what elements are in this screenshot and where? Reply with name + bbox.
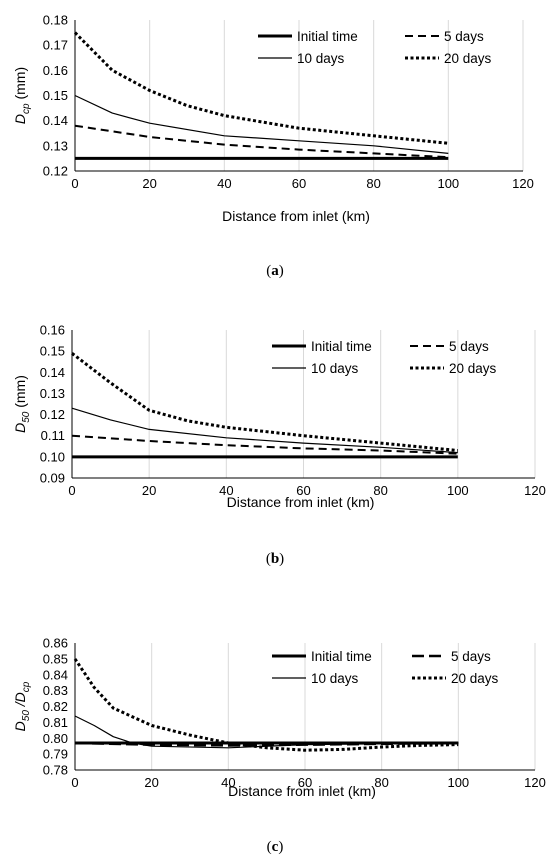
legend-label: 20 days <box>451 671 499 686</box>
legend-label: 20 days <box>444 51 492 66</box>
y-tick-label: 0.17 <box>43 38 68 53</box>
series-line-10-days <box>74 715 459 749</box>
y-tick-label: 0.10 <box>40 449 65 464</box>
x-axis-label: Distance from inlet (km) <box>227 494 375 510</box>
chart-c: 0 20 40 60 80 100 1200.780.790.800.810.820.830… <box>12 636 546 856</box>
y-axis-label: D50 (mm) <box>12 375 32 433</box>
series-line-20-days <box>73 658 459 752</box>
x-tick-label: 60 <box>296 483 310 498</box>
x-tick-label: 80 <box>374 775 388 790</box>
y-tick-label: 0.18 <box>43 13 68 28</box>
series-line-5-days <box>71 434 458 455</box>
y-tick-label: 0.78 <box>43 763 68 778</box>
x-tick-label: 100 <box>447 483 469 498</box>
panel-caption: (a) <box>266 263 284 279</box>
series-line-20-days <box>71 352 458 452</box>
x-tick-label: 120 <box>524 483 546 498</box>
x-tick-label: 40 <box>221 775 235 790</box>
series-line-20-days <box>73 31 449 145</box>
y-axis-label: D50 /Dcp <box>12 681 32 731</box>
legend-label: Initial time <box>311 649 372 664</box>
y-tick-label: 0.83 <box>43 683 68 698</box>
legend-label: Initial time <box>297 29 358 44</box>
chart-b: 0 20 40 60 80 100 120 0.09 0.10 0.11 0.12 0.13 0.14 0… <box>12 323 546 568</box>
series-line-5-days <box>74 741 459 747</box>
legend-label: 10 days <box>311 671 359 686</box>
x-tick-label: 20 <box>142 176 156 191</box>
y-tick-label: 0.15 <box>40 344 65 359</box>
legend-label: 5 days <box>451 649 491 664</box>
x-axis-label: Distance from inlet (km) <box>228 783 376 799</box>
x-tick-label: 0 <box>71 176 78 191</box>
y-tick-label: 0.16 <box>40 323 65 338</box>
x-tick-label: 20 <box>144 775 158 790</box>
x-tick-label: 0 <box>68 483 75 498</box>
legend-label: 10 days <box>311 361 359 376</box>
y-tick-label: 0.16 <box>43 63 68 78</box>
y-tick-label: 0.09 <box>40 471 65 486</box>
x-tick-label: 80 <box>366 176 380 191</box>
x-tick-label: 60 <box>292 176 306 191</box>
y-axis-label: Dcp (mm) <box>12 67 32 124</box>
x-tick-label: 0 <box>71 775 78 790</box>
y-tick-label: 0.12 <box>43 164 68 179</box>
panel-caption: (b) <box>266 551 284 567</box>
y-tick-label: 0.14 <box>43 113 68 128</box>
x-tick-label: 60 <box>298 775 312 790</box>
y-tick-label: 0.11 <box>41 428 65 443</box>
x-tick-label: 100 <box>437 176 459 191</box>
y-tick-label: 0.80 <box>43 731 68 746</box>
y-tick-label: 0.86 <box>43 636 68 651</box>
panel-caption: (c) <box>267 839 284 855</box>
y-tick-label: 0.13 <box>43 138 68 153</box>
y-tick-label: 0.81 <box>43 715 68 730</box>
x-tick-label: 40 <box>217 176 231 191</box>
legend-label: 5 days <box>444 29 484 44</box>
y-tick-label: 0.15 <box>43 88 68 103</box>
series-line-10-days <box>74 94 449 154</box>
y-tick-label: 0.84 <box>43 667 68 682</box>
x-tick-label: 80 <box>373 483 387 498</box>
legend-label: 5 days <box>449 339 489 354</box>
legend-label: Initial time <box>311 339 372 354</box>
x-tick-label: 40 <box>219 483 233 498</box>
legend-label: 10 days <box>297 51 345 66</box>
x-axis-label: Distance from inlet (km) <box>222 208 370 224</box>
y-tick-label: 0.13 <box>40 386 65 401</box>
chart-a: 0 20 40 60 80 100 120 0.12 0.13 0.14 0.15 0.16 0.17 0… <box>12 13 534 280</box>
series-line-10-days <box>71 407 458 454</box>
y-tick-label: 0.14 <box>40 365 65 380</box>
legend-label: 20 days <box>449 361 497 376</box>
x-tick-label: 120 <box>524 775 546 790</box>
x-tick-label: 20 <box>142 483 156 498</box>
series-line-5-days <box>74 124 449 159</box>
y-tick-label: 0.85 <box>43 651 68 666</box>
y-tick-label: 0.79 <box>43 747 68 762</box>
x-tick-label: 120 <box>512 176 534 191</box>
y-tick-label: 0.82 <box>43 699 68 714</box>
y-tick-label: 0.12 <box>40 407 65 422</box>
x-tick-label: 100 <box>447 775 469 790</box>
